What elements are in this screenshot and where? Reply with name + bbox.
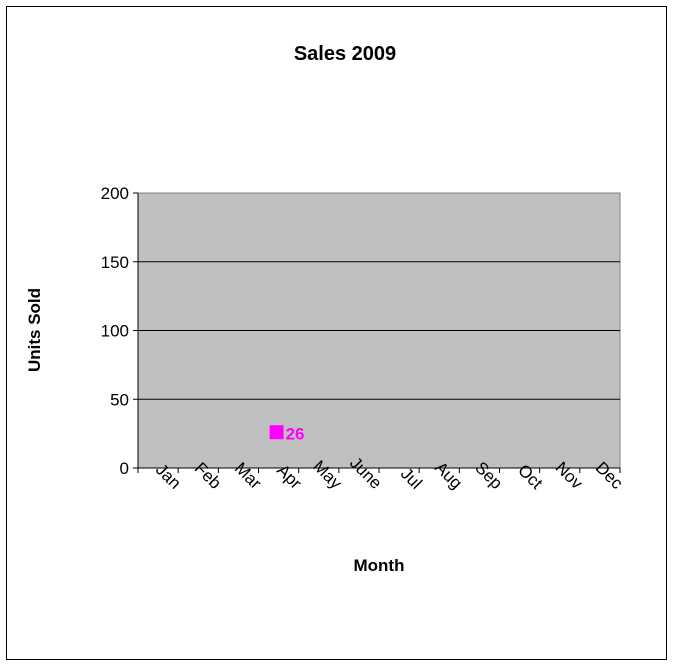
y-axis: 0 50 100 150 200: [101, 184, 139, 478]
y-tick-label: 150: [101, 253, 129, 272]
data-point-marker: [269, 425, 284, 440]
y-axis-title: Units Sold: [25, 288, 44, 372]
data-points: 26: [269, 424, 305, 443]
gridlines: [138, 261, 620, 400]
y-tick-label: 200: [101, 184, 129, 203]
data-point-label: 26: [286, 424, 305, 443]
y-tick-label: 0: [120, 459, 129, 478]
y-tick-label: 50: [110, 390, 129, 409]
x-axis-title: Month: [354, 556, 405, 575]
y-tick-label: 100: [101, 322, 129, 341]
chart-title: Sales 2009: [294, 43, 396, 65]
